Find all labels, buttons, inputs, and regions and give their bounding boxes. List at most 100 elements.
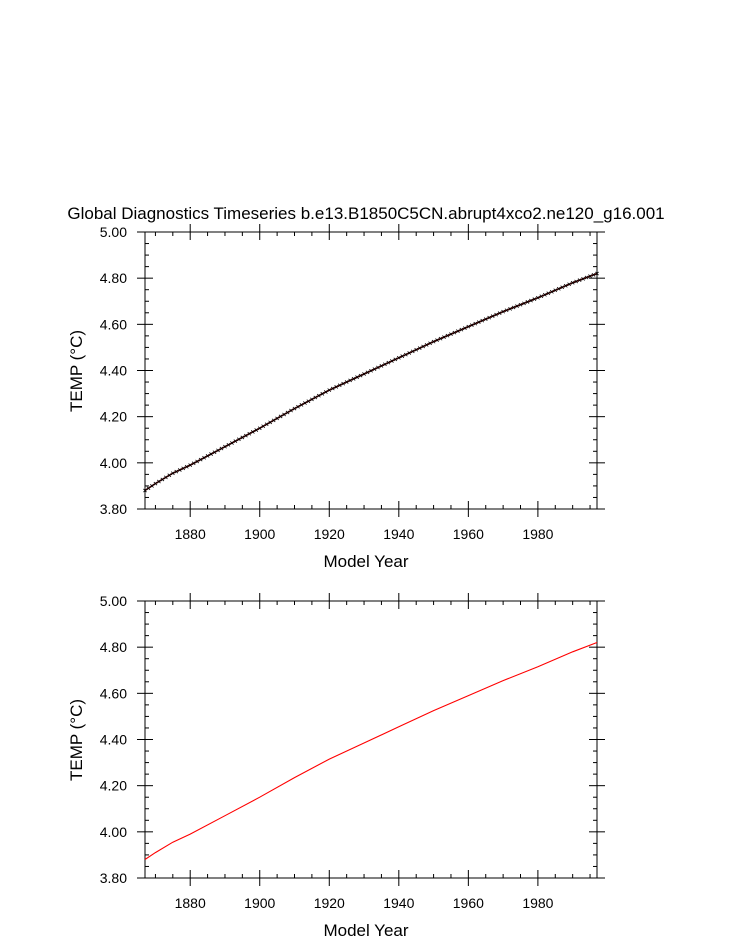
y-tick-label: 4.00 bbox=[100, 824, 127, 840]
data-point-marker bbox=[417, 346, 422, 350]
data-point-marker bbox=[191, 461, 196, 466]
data-point-marker bbox=[278, 414, 283, 419]
panel-bottom: Model Year TEMP (°C) 1880 1900 1920 1940 196… bbox=[67, 593, 605, 940]
y-tick-label: 3.80 bbox=[100, 870, 127, 886]
data-point-marker bbox=[445, 333, 450, 338]
data-point-marker bbox=[414, 347, 419, 352]
data-point-marker bbox=[428, 341, 432, 346]
data-point-marker bbox=[236, 437, 241, 442]
data-point-marker bbox=[146, 486, 151, 491]
data-point-marker bbox=[254, 428, 259, 432]
data-point-marker bbox=[330, 386, 335, 391]
data-point-marker bbox=[442, 335, 446, 340]
y-axis-label-bottom: TEMP (°C) bbox=[67, 699, 86, 781]
data-point-marker bbox=[490, 314, 495, 319]
data-point-marker bbox=[226, 442, 231, 447]
y-axis-label-top: TEMP (°C) bbox=[67, 330, 86, 412]
data-point-marker bbox=[365, 370, 370, 375]
data-point-marker bbox=[157, 479, 161, 484]
data-point-marker bbox=[174, 469, 179, 474]
data-point-marker bbox=[376, 365, 380, 370]
data-point-marker bbox=[233, 439, 238, 444]
data-point-marker bbox=[553, 288, 558, 293]
data-point-marker bbox=[296, 404, 300, 409]
data-point-marker bbox=[563, 283, 568, 288]
data-point-marker bbox=[383, 362, 387, 367]
data-point-marker bbox=[143, 488, 147, 493]
y-tick-label: 5.00 bbox=[100, 224, 127, 240]
y-tick-label: 4.20 bbox=[100, 778, 127, 794]
data-point-marker bbox=[351, 376, 356, 381]
data-point-marker bbox=[483, 317, 488, 322]
x-tick-label: 1880 bbox=[175, 526, 206, 542]
y-tick-label: 4.80 bbox=[100, 270, 127, 286]
data-point-marker bbox=[344, 380, 349, 384]
data-point-marker bbox=[407, 351, 412, 355]
data-point-marker bbox=[588, 274, 592, 279]
data-point-marker bbox=[494, 312, 499, 317]
data-point-marker bbox=[153, 481, 158, 486]
data-point-marker bbox=[462, 326, 467, 331]
data-point-marker bbox=[310, 397, 314, 402]
data-point-marker bbox=[212, 450, 217, 455]
data-point-marker bbox=[473, 321, 478, 326]
data-point-marker bbox=[230, 441, 234, 445]
data-point-marker bbox=[435, 338, 439, 343]
data-point-marker bbox=[369, 368, 373, 373]
data-point-marker bbox=[570, 280, 575, 285]
data-point-marker bbox=[250, 430, 255, 434]
x-tick-label: 1880 bbox=[175, 895, 206, 911]
x-tick-label: 1940 bbox=[383, 526, 414, 542]
data-point-marker bbox=[275, 416, 280, 421]
data-point-marker bbox=[316, 393, 321, 398]
x-tick-label: 1900 bbox=[244, 895, 275, 911]
data-point-marker bbox=[271, 418, 276, 423]
x-tick-label: 1980 bbox=[522, 895, 553, 911]
data-point-marker bbox=[539, 294, 544, 299]
data-point-marker bbox=[518, 302, 523, 307]
data-point-marker bbox=[584, 275, 589, 280]
series-line bbox=[144, 641, 598, 860]
data-point-marker bbox=[261, 424, 266, 429]
data-point-marker bbox=[497, 311, 502, 316]
data-point-marker bbox=[456, 329, 460, 334]
data-point-marker bbox=[306, 399, 311, 404]
data-point-marker bbox=[529, 298, 533, 303]
data-point-marker bbox=[431, 339, 436, 344]
data-point-marker bbox=[403, 352, 408, 357]
data-point-marker bbox=[299, 403, 304, 407]
data-point-marker bbox=[177, 468, 182, 472]
data-point-marker bbox=[536, 295, 540, 300]
data-point-marker bbox=[282, 412, 286, 417]
data-point-marker bbox=[348, 378, 353, 383]
data-point-marker bbox=[184, 464, 189, 469]
data-point-marker bbox=[386, 360, 391, 365]
data-point-marker bbox=[292, 406, 297, 411]
data-point-marker bbox=[216, 448, 220, 453]
data-point-marker bbox=[389, 359, 394, 363]
data-point-marker bbox=[202, 455, 206, 460]
data-point-marker bbox=[358, 373, 363, 378]
data-point-marker bbox=[449, 332, 453, 337]
data-point-marker bbox=[167, 473, 172, 478]
data-point-marker bbox=[400, 354, 405, 359]
data-point-marker bbox=[163, 475, 168, 480]
data-point-marker bbox=[379, 364, 384, 368]
data-point-marker bbox=[501, 309, 506, 314]
figure-title: Global Diagnostics Timeseries b.e13.B185… bbox=[67, 204, 664, 223]
data-point-marker bbox=[487, 315, 492, 320]
data-point-marker bbox=[577, 278, 582, 283]
y-tick-label: 4.80 bbox=[100, 639, 127, 655]
data-point-marker bbox=[508, 306, 512, 311]
data-point-marker bbox=[542, 292, 547, 297]
data-point-marker bbox=[556, 286, 561, 291]
data-point-marker bbox=[247, 431, 252, 436]
data-point-marker bbox=[323, 390, 328, 394]
data-point-marker bbox=[567, 282, 572, 287]
data-point-marker bbox=[341, 381, 346, 386]
x-axis-label-bottom: Model Year bbox=[323, 921, 408, 940]
data-point-marker bbox=[195, 459, 200, 464]
panel-top: Model Year TEMP (°C) 1880 1900 1920 1940 196… bbox=[67, 224, 605, 571]
y-tick-label: 4.20 bbox=[100, 409, 127, 425]
